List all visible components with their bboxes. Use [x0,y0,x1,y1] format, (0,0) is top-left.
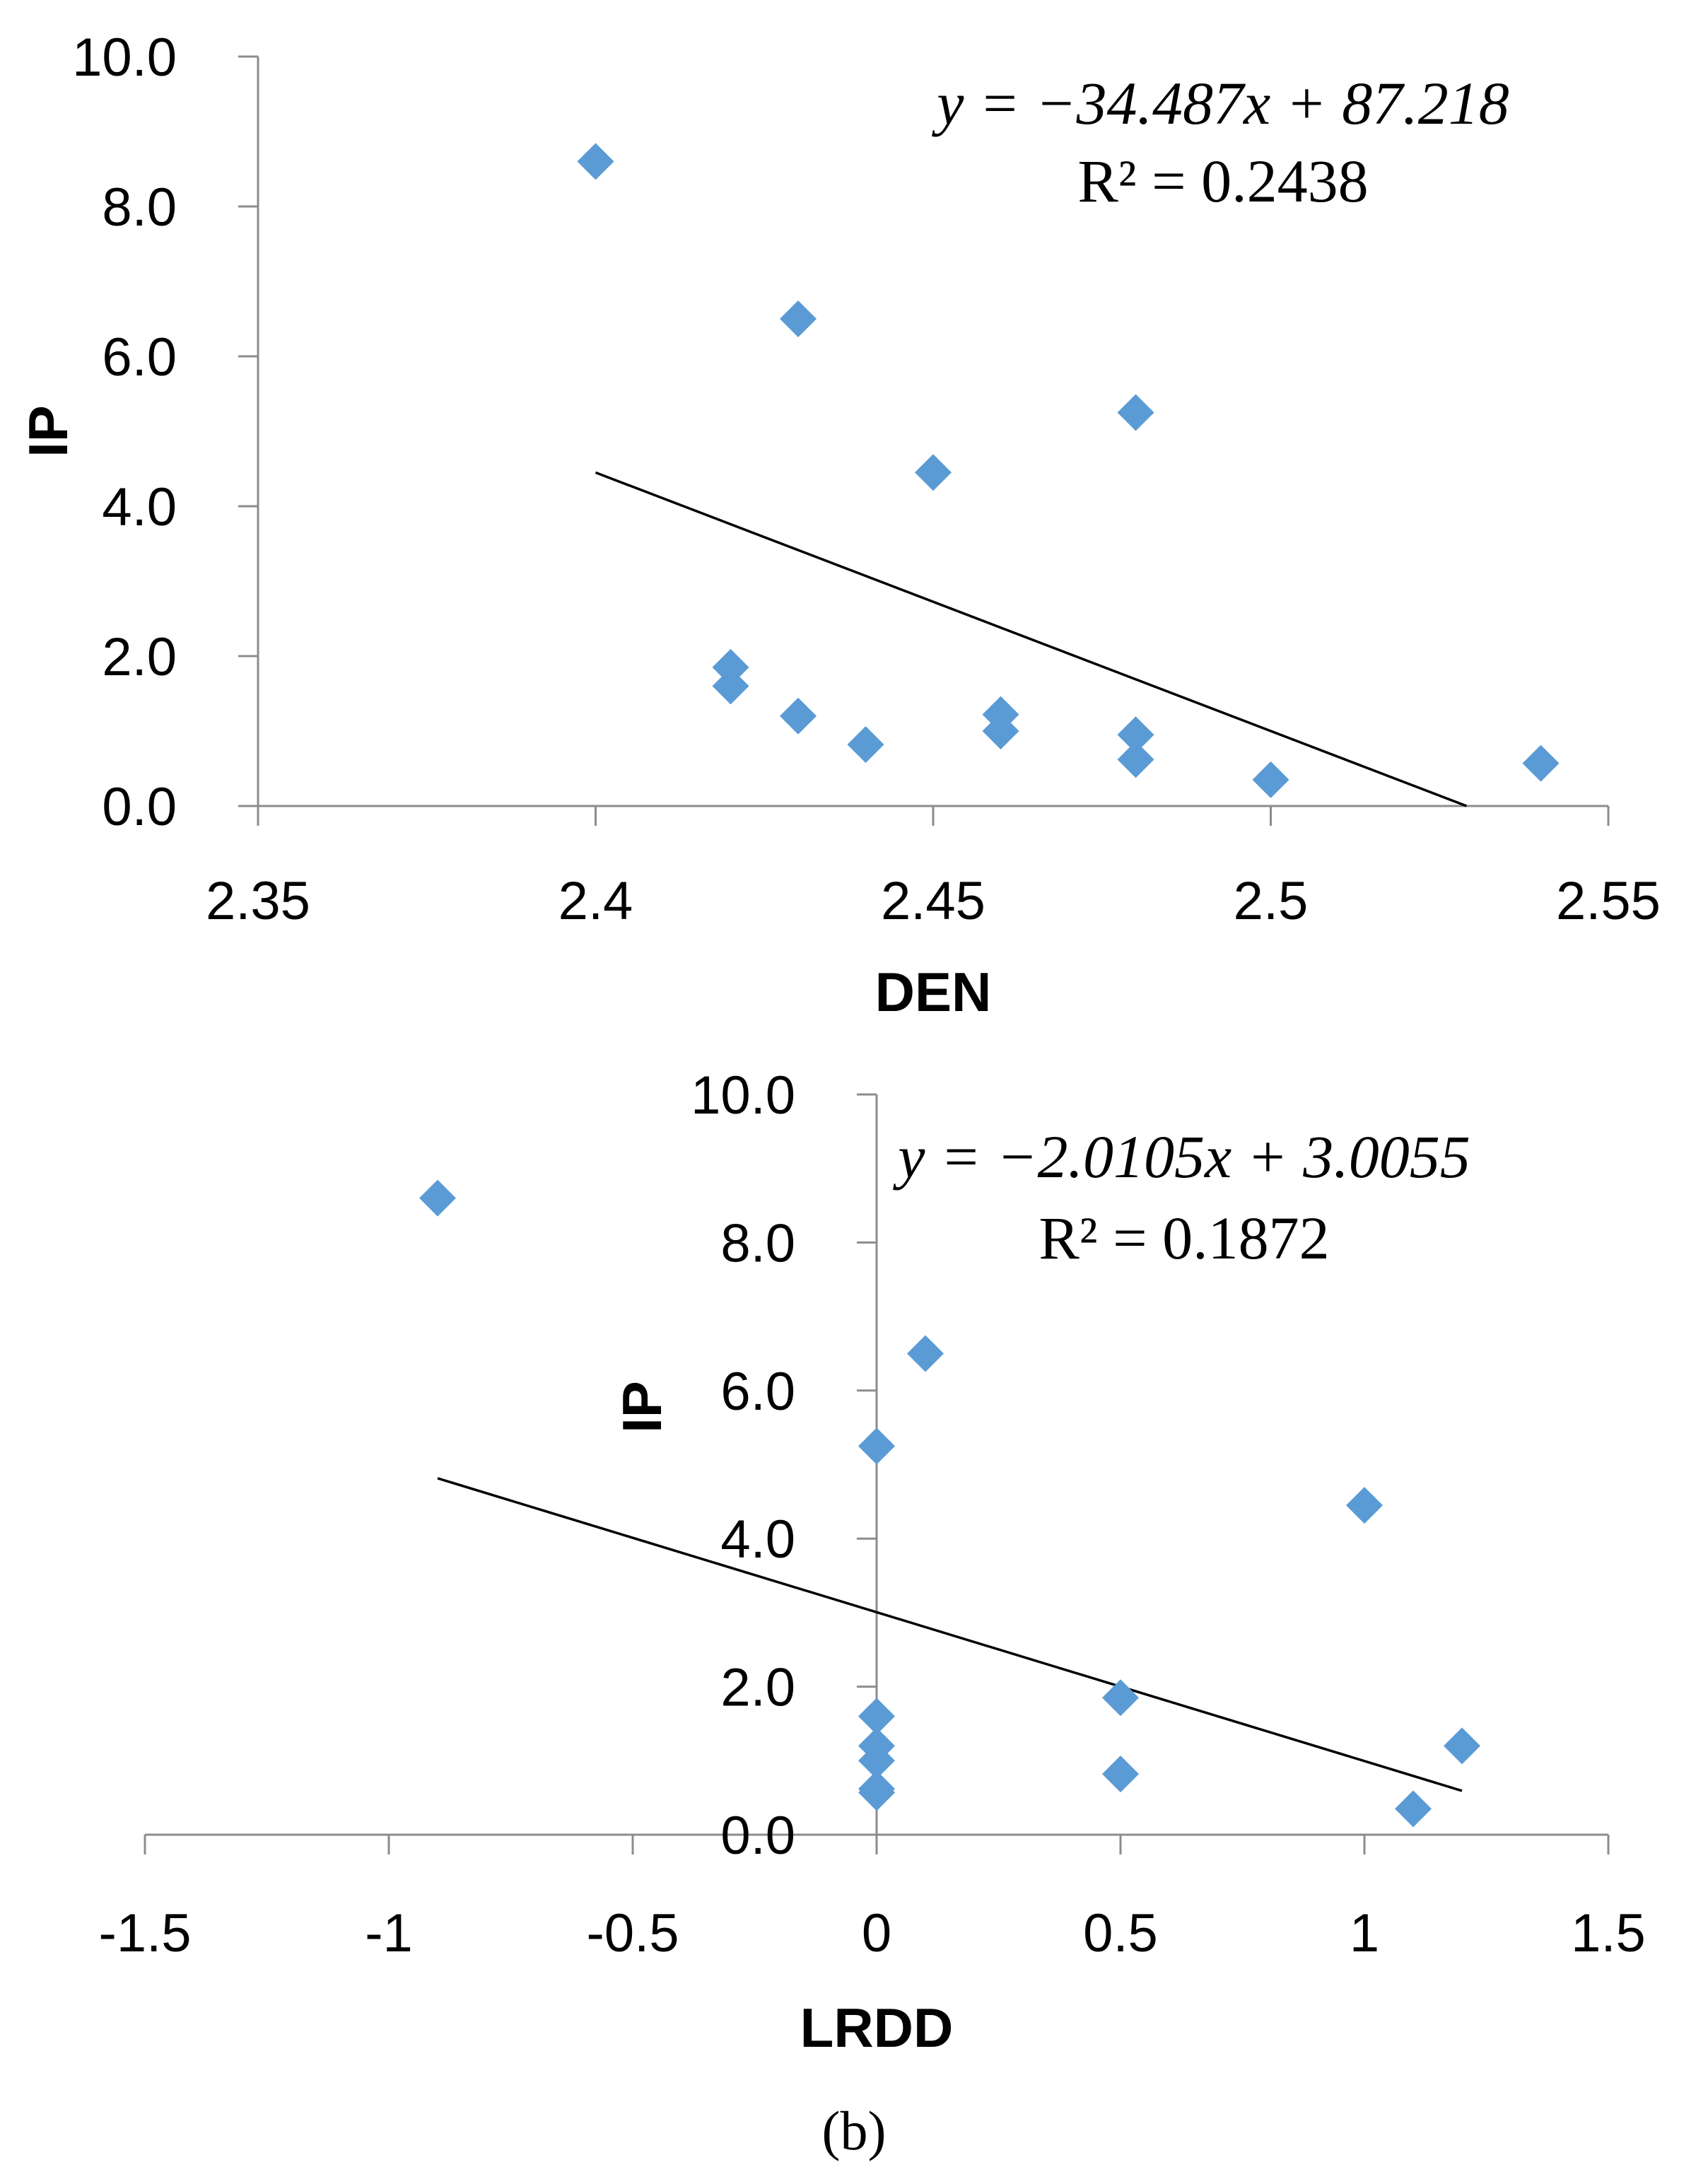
data-point [1346,1487,1383,1524]
y-axis-title: IP [17,405,79,457]
data-point [1102,1679,1139,1717]
x-tick-label: 2.45 [881,871,985,931]
data-point [982,713,1019,749]
data-point [858,1774,895,1811]
data-point [858,1742,895,1780]
data-point [712,667,749,705]
y-tick-label: 2.0 [720,1658,795,1718]
trend-equation: y = −2.0105x + 3.0055 [892,1123,1470,1191]
data-point [1117,716,1154,754]
chart-a-den-vs-ip: 2.35 2.4 2.45 2.5 2.55 0.0 2.0 4.0 6.0 8.0 10.0 DEN… [17,28,1661,1023]
data-point [780,300,817,337]
y-tick-label: 0.0 [102,777,177,837]
x-tick-label: 2.5 [1234,871,1309,931]
chart-b-lrdd-vs-ip: -1.5 -1 -0.5 0 0.5 1 1.5 0.0 2.0 4.0 6.0 8.0 10.0 LRD… [99,1065,1646,2059]
data-point [907,1335,944,1372]
x-tick-label: -0.5 [587,1903,679,1963]
y-tick-label: 4.0 [102,477,177,537]
x-tick-label: 0.5 [1083,1903,1158,1963]
data-point [1252,761,1289,798]
x-tick-label: 0 [862,1903,891,1963]
y-tick-label: 6.0 [720,1362,795,1422]
y-tick-label: 8.0 [102,177,177,238]
data-point [858,1698,895,1735]
y-tick-label: 2.0 [102,627,177,687]
x-tick-label: 2.55 [1556,871,1661,931]
data-point [577,143,614,180]
data-point [1444,1727,1480,1765]
trendline [437,1477,1463,1792]
x-axis-title: DEN [875,961,992,1023]
r-squared: R² = 0.1872 [1039,1204,1329,1272]
data-point [1117,394,1154,431]
y-tick-label: 6.0 [102,327,177,387]
data-point [712,648,749,686]
y-tick-label: 4.0 [720,1509,795,1570]
x-tick-label: -1.5 [99,1903,192,1963]
data-point [1522,744,1560,782]
data-point [915,454,952,491]
x-tick-label: 2.35 [206,871,310,931]
figure-caption: (b) [822,2100,887,2161]
y-tick-label: 8.0 [720,1213,795,1273]
x-tick-label: -1 [365,1903,413,1963]
data-point [847,726,884,764]
data-point [858,1427,895,1465]
data-point [1395,1790,1432,1828]
y-tick-label: 10.0 [691,1065,795,1126]
data-point [1117,741,1154,778]
x-tick-label: 2.4 [558,871,633,931]
data-point [780,697,817,735]
y-axis-title: IP [611,1381,673,1433]
x-tick-label: 1 [1350,1903,1379,1963]
trendline [595,471,1468,807]
r-squared: R² = 0.2438 [1077,147,1368,215]
y-tick-label: 0.0 [720,1806,795,1866]
x-axis-title: LRDD [800,1997,954,2059]
data-point [1102,1756,1139,1793]
x-tick-label: 1.5 [1571,1903,1646,1963]
trend-equation: y = −34.487x + 87.218 [931,69,1509,137]
y-tick-label: 10.0 [72,28,177,88]
data-point [419,1179,456,1217]
